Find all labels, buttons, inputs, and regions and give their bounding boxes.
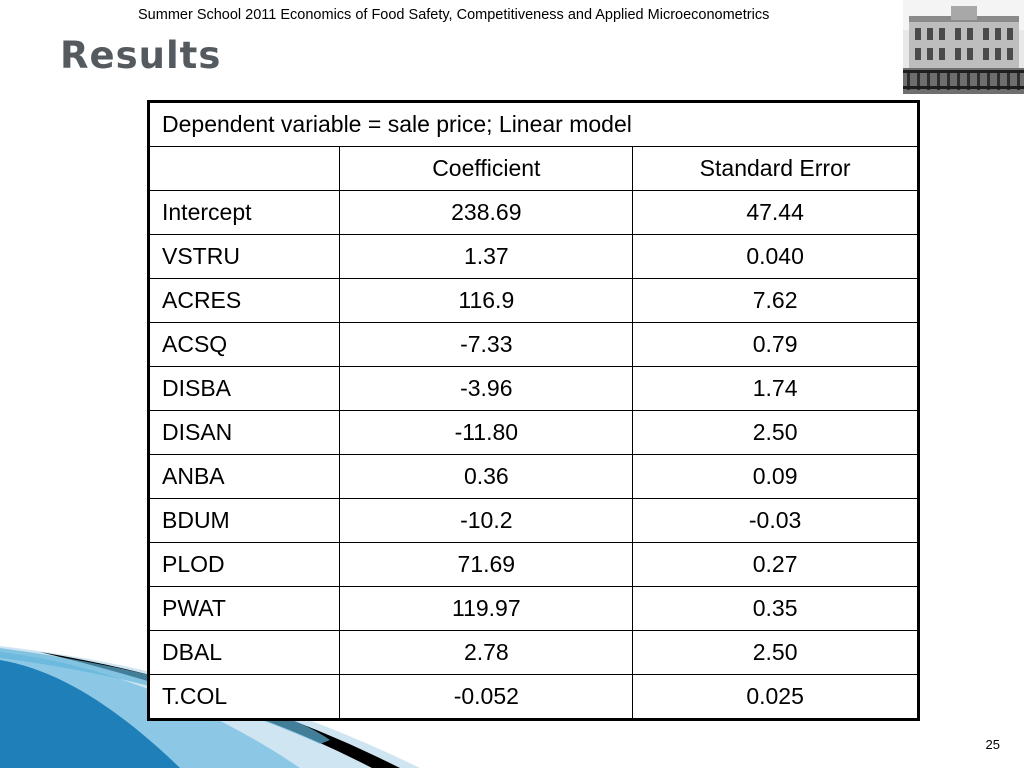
row-variable-name: Intercept xyxy=(147,190,341,235)
page-number: 25 xyxy=(985,737,1000,752)
results-table-body: Dependent variable = sale price; Linear … xyxy=(147,101,919,720)
row-standard-error: 0.27 xyxy=(632,542,919,587)
row-variable-name: BDUM xyxy=(147,498,341,543)
table-caption: Dependent variable = sale price; Linear … xyxy=(148,101,919,147)
row-variable-name: DISBA xyxy=(147,366,341,411)
table-row: T.COL -0.052 0.025 xyxy=(147,674,919,720)
row-coefficient: 1.37 xyxy=(339,234,634,279)
row-coefficient: 71.69 xyxy=(339,542,634,587)
table-row: ACSQ -7.33 0.79 xyxy=(147,322,919,367)
row-variable-name: DBAL xyxy=(147,630,341,675)
table-row: Intercept 238.69 47.44 xyxy=(147,190,919,235)
table-row: DISBA -3.96 1.74 xyxy=(147,366,919,411)
results-table: Dependent variable = sale price; Linear … xyxy=(147,100,920,721)
slide-header: Summer School 2011 Economics of Food Saf… xyxy=(138,7,770,23)
slide-title: Results xyxy=(60,34,222,77)
row-coefficient: 238.69 xyxy=(339,190,634,235)
row-standard-error: 0.09 xyxy=(632,454,919,499)
row-variable-name: ANBA xyxy=(147,454,341,499)
table-row: DISAN -11.80 2.50 xyxy=(147,410,919,455)
row-variable-name: VSTRU xyxy=(147,234,341,279)
row-coefficient: -0.052 xyxy=(339,674,634,720)
row-variable-name: PLOD xyxy=(147,542,341,587)
row-standard-error: 0.79 xyxy=(632,322,919,367)
column-header-variable xyxy=(147,146,341,191)
row-coefficient: -11.80 xyxy=(339,410,634,455)
row-standard-error: 7.62 xyxy=(632,278,919,323)
row-coefficient: 2.78 xyxy=(339,630,634,675)
row-coefficient: -3.96 xyxy=(339,366,634,411)
row-standard-error: 0.025 xyxy=(632,674,919,720)
row-variable-name: DISAN xyxy=(147,410,341,455)
row-standard-error: 2.50 xyxy=(632,410,919,455)
table-row: BDUM -10.2 -0.03 xyxy=(147,498,919,543)
row-variable-name: ACSQ xyxy=(147,322,341,367)
row-variable-name: PWAT xyxy=(147,586,341,631)
row-standard-error: 47.44 xyxy=(632,190,919,235)
row-coefficient: 0.36 xyxy=(339,454,634,499)
column-header-std-error: Standard Error xyxy=(632,146,919,191)
table-row: DBAL 2.78 2.50 xyxy=(147,630,919,675)
table-row: PWAT 119.97 0.35 xyxy=(147,586,919,631)
table-row: PLOD 71.69 0.27 xyxy=(147,542,919,587)
row-coefficient: -10.2 xyxy=(339,498,634,543)
row-variable-name: T.COL xyxy=(147,674,341,720)
row-coefficient: -7.33 xyxy=(339,322,634,367)
table-header-row: Coefficient Standard Error xyxy=(147,146,919,191)
row-standard-error: -0.03 xyxy=(632,498,919,543)
row-standard-error: 0.35 xyxy=(632,586,919,631)
row-standard-error: 1.74 xyxy=(632,366,919,411)
row-variable-name: ACRES xyxy=(147,278,341,323)
table-caption-row: Dependent variable = sale price; Linear … xyxy=(148,101,919,147)
table-row: ACRES 116.9 7.62 xyxy=(147,278,919,323)
building-photo xyxy=(903,0,1024,94)
row-standard-error: 0.040 xyxy=(632,234,919,279)
table-row: ANBA 0.36 0.09 xyxy=(147,454,919,499)
table-row: VSTRU 1.37 0.040 xyxy=(147,234,919,279)
row-coefficient: 116.9 xyxy=(339,278,634,323)
column-header-coefficient: Coefficient xyxy=(339,146,634,191)
row-standard-error: 2.50 xyxy=(632,630,919,675)
row-coefficient: 119.97 xyxy=(339,586,634,631)
